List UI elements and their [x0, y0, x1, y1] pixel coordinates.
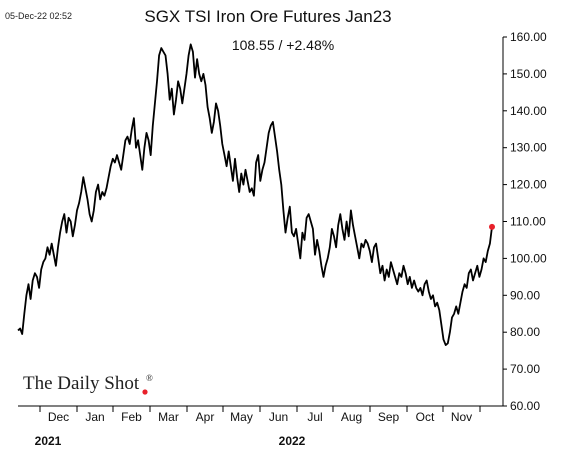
year-labels: 2021 2022 — [35, 434, 306, 448]
brand-name: The Daily Shot — [23, 373, 140, 394]
y-tick-label: 70.00 — [510, 362, 540, 376]
y-tick-label: 90.00 — [510, 288, 540, 302]
brand-mark: ® — [146, 373, 153, 383]
plot-area — [17, 43, 495, 347]
x-tick-label: Apr — [196, 410, 215, 424]
x-tick-label: Sep — [378, 410, 400, 424]
y-tick-label: 110.00 — [510, 215, 546, 229]
timestamp: 05-Dec-22 02:52 — [5, 11, 72, 21]
y-tick-label: 130.00 — [510, 141, 547, 155]
x-axis: Dec Jan Feb Mar Apr May Jun Jul Aug Sep Oct Nov — [18, 405, 503, 424]
x-tick-label: Aug — [341, 410, 362, 424]
brand-logo: The Daily Shot ® — [23, 373, 153, 395]
brand-dot — [142, 389, 148, 395]
x-tick-label: May — [230, 410, 253, 424]
y-tick-label: 160.00 — [510, 30, 547, 44]
x-tick-label: Feb — [121, 410, 142, 424]
y-tick-label: 140.00 — [510, 104, 547, 118]
y-axis: 60.00 70.00 80.00 90.00 100.00 110.00 120.00 13… — [502, 30, 547, 413]
year-label: 2021 — [35, 434, 62, 448]
x-tick-label: Nov — [451, 410, 472, 424]
x-tick-label: Mar — [158, 410, 179, 424]
x-tick-label: Dec — [48, 410, 69, 424]
y-tick-label: 80.00 — [510, 325, 540, 339]
x-tick-label: Jul — [307, 410, 322, 424]
y-tick-label: 60.00 — [510, 399, 540, 413]
x-tick-label: Jun — [269, 410, 288, 424]
price-readout: 108.55 / +2.48% — [232, 37, 334, 53]
last-value-marker — [489, 223, 495, 230]
x-tick-label: Oct — [416, 410, 435, 424]
y-tick-label: 150.00 — [510, 67, 547, 81]
chart-title: SGX TSI Iron Ore Futures Jan23 — [144, 7, 391, 26]
x-tick-label: Jan — [85, 410, 104, 424]
y-tick-label: 120.00 — [510, 178, 547, 192]
series-line — [17, 43, 493, 347]
year-label: 2022 — [279, 434, 306, 448]
y-tick-label: 100.00 — [510, 251, 547, 265]
